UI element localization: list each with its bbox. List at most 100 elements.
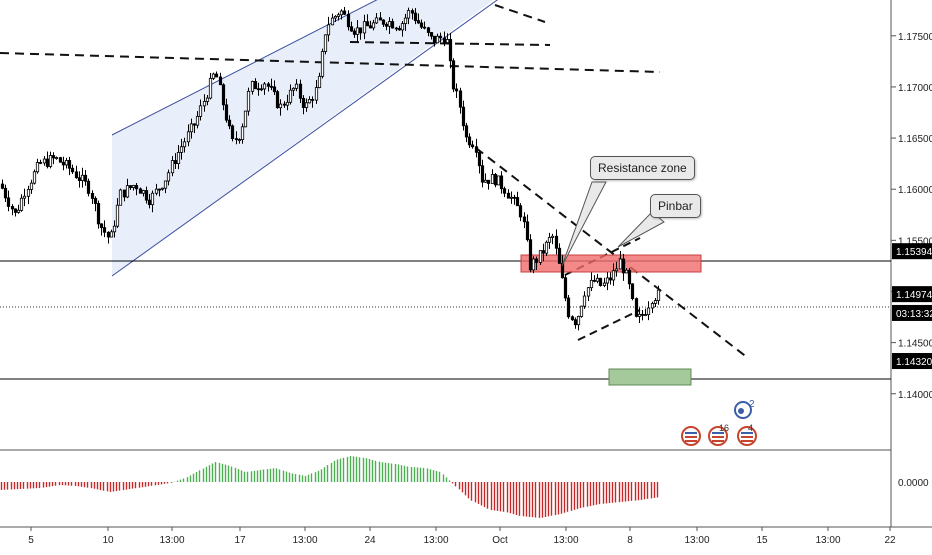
candle-up [406, 10, 411, 19]
candle-down [461, 106, 466, 127]
candle-up [550, 235, 555, 238]
candle-up [576, 316, 581, 326]
candle-down [0, 183, 5, 189]
candle-up [304, 102, 309, 108]
countdown-badge [892, 304, 932, 321]
candle-down [486, 179, 491, 184]
candle-up [150, 192, 155, 206]
candle-up [371, 22, 376, 29]
candles-layer [0, 6, 661, 331]
time-tick-label: Oct [492, 535, 508, 546]
candle-down [477, 151, 482, 167]
candle-down [58, 157, 63, 163]
time-tick-label: 17 [234, 535, 246, 546]
candle-down [147, 199, 152, 206]
candle-down [122, 189, 127, 198]
candle-down [416, 20, 421, 24]
candle-up [586, 287, 591, 297]
candle-up [326, 24, 331, 36]
candle-down [381, 19, 386, 25]
candle-up [54, 157, 59, 160]
support-level-label: 1.14320 [896, 357, 932, 368]
candle-up [579, 305, 584, 317]
resistance-zone-label: Resistance zone [598, 161, 687, 175]
candle-up [42, 158, 47, 164]
candle-up [445, 39, 450, 44]
candle-up [294, 83, 299, 89]
candle-up [112, 225, 117, 233]
candle-up [160, 187, 165, 190]
candle-down [230, 125, 235, 140]
candle-up [490, 174, 495, 184]
candle-up [387, 21, 392, 27]
candle-down [90, 193, 95, 199]
candle-down [454, 88, 459, 92]
candle-up [154, 188, 159, 194]
current-price-badge [892, 286, 932, 303]
candle-down [3, 187, 8, 199]
candle-down [570, 316, 575, 321]
candle-down [429, 32, 434, 37]
price-tick-label: 1.16000 [898, 185, 932, 196]
candle-down [493, 174, 498, 186]
candle-down [272, 86, 277, 93]
candle-down [61, 161, 66, 166]
dashed-line-upper-right [494, 4, 546, 23]
candle-down [70, 167, 75, 173]
event-flag-icon[interactable] [737, 426, 757, 446]
candle-down [224, 104, 229, 121]
resistance-callout-pointer [561, 181, 607, 267]
candle-up [163, 180, 168, 189]
candle-down [106, 231, 111, 238]
candle-up [330, 17, 335, 26]
candle-down [74, 171, 79, 179]
oscillator-zero-label: 0.0000 [898, 478, 929, 489]
candle-down [234, 138, 239, 141]
candle-down [506, 192, 511, 199]
candle-up [141, 190, 146, 194]
resistance-zone-box [520, 254, 702, 273]
candle-down [173, 160, 178, 164]
candle-up [333, 15, 338, 19]
candle-down [214, 73, 219, 78]
candle-down [352, 30, 357, 35]
pinbar-label: Pinbar [658, 199, 693, 213]
candle-up [355, 27, 360, 35]
candle-down [566, 297, 571, 318]
candle-down [499, 175, 504, 190]
price-tick-label: 1.16500 [898, 134, 932, 145]
dashed-downtrend [475, 147, 749, 359]
candle-down [218, 76, 223, 86]
economic-events[interactable]: 2 16 4 [681, 399, 757, 446]
time-tick-label: 13:00 [815, 535, 840, 546]
candle-up [176, 152, 181, 164]
resistance-level-label: 1.15394 [896, 247, 932, 258]
candle-down [86, 180, 91, 194]
candle-down [474, 146, 479, 153]
price-tick-label: 1.17500 [898, 32, 932, 43]
event-flag-icon[interactable] [681, 426, 701, 446]
candle-up [496, 175, 501, 186]
candle-down [627, 269, 632, 285]
candle-down [467, 136, 472, 146]
candle-up [320, 51, 325, 77]
candle-down [630, 283, 635, 300]
candle-down [6, 197, 11, 207]
candle-down [13, 208, 18, 213]
candle-up [48, 155, 53, 167]
candle-down [221, 84, 226, 106]
time-tick-label: 13:00 [292, 535, 317, 546]
candle-down [342, 10, 347, 15]
candle-up [179, 146, 184, 153]
channel-lower-line [111, 0, 499, 277]
candle-up [262, 83, 267, 90]
candle-up [403, 17, 408, 24]
candle-up [624, 269, 629, 274]
time-tick-label: 13:00 [159, 535, 184, 546]
event-flag-icon[interactable] [708, 426, 728, 446]
candle-up [237, 139, 242, 141]
candle-down [298, 83, 303, 99]
event-info-icon[interactable] [734, 401, 752, 419]
